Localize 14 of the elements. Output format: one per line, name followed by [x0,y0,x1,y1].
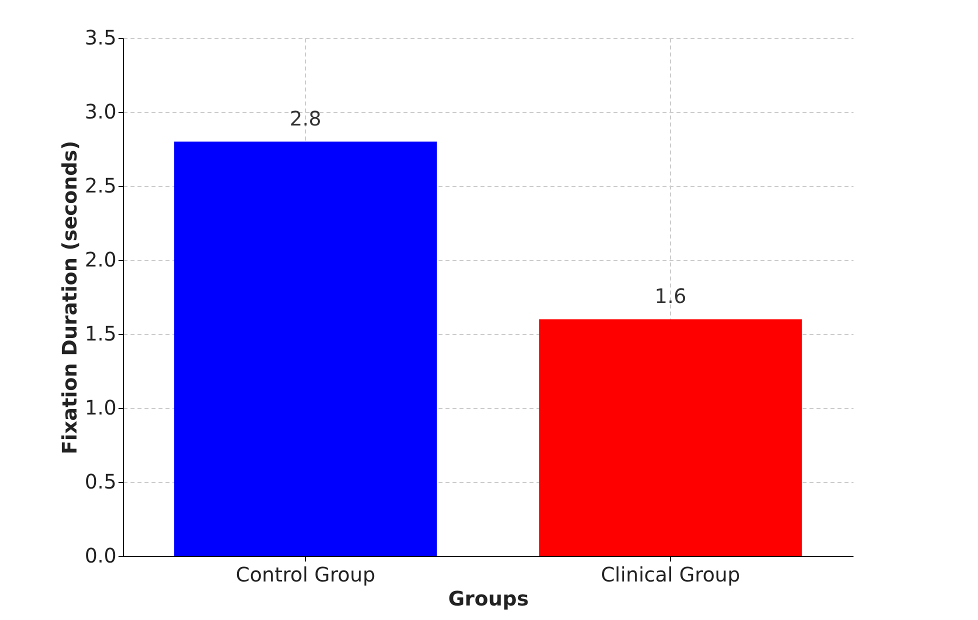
y-tick-label: 1.0 [84,396,116,420]
y-tick-label: 0.5 [84,470,116,494]
data-label: 1.6 [654,284,686,308]
data-label: 2.8 [290,106,322,131]
x-tick-label: Control Group [236,562,376,586]
y-tick-label: 3.5 [84,26,116,50]
y-tick-label: 3.0 [84,100,116,124]
y-tick-label: 2.0 [84,248,116,272]
x-axis-title: Groups [448,586,529,610]
y-axis-title: Fixation Duration (seconds) [58,140,82,454]
y-tick-label: 1.5 [84,322,116,346]
x-tick-label: Clinical Group [600,562,740,586]
y-tick-label: 2.5 [84,174,116,198]
y-tick-label: 0.0 [84,544,116,568]
